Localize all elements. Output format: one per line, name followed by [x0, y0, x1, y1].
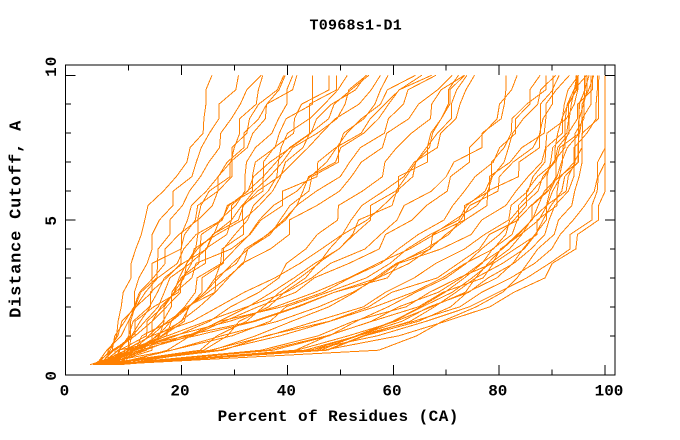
svg-text:T0968s1-D1: T0968s1-D1: [310, 18, 403, 35]
svg-text:Distance Cutoff, A: Distance Cutoff, A: [8, 120, 27, 318]
svg-text:100: 100: [595, 382, 624, 400]
svg-text:60: 60: [382, 382, 401, 400]
svg-text:80: 80: [488, 382, 507, 400]
svg-text:5: 5: [43, 216, 61, 226]
svg-text:10: 10: [43, 56, 61, 77]
svg-text:0: 0: [60, 382, 70, 400]
svg-text:0: 0: [43, 371, 61, 381]
svg-text:40: 40: [277, 382, 296, 400]
svg-text:20: 20: [170, 382, 189, 400]
svg-text:Percent of Residues (CA): Percent of Residues (CA): [218, 408, 459, 426]
